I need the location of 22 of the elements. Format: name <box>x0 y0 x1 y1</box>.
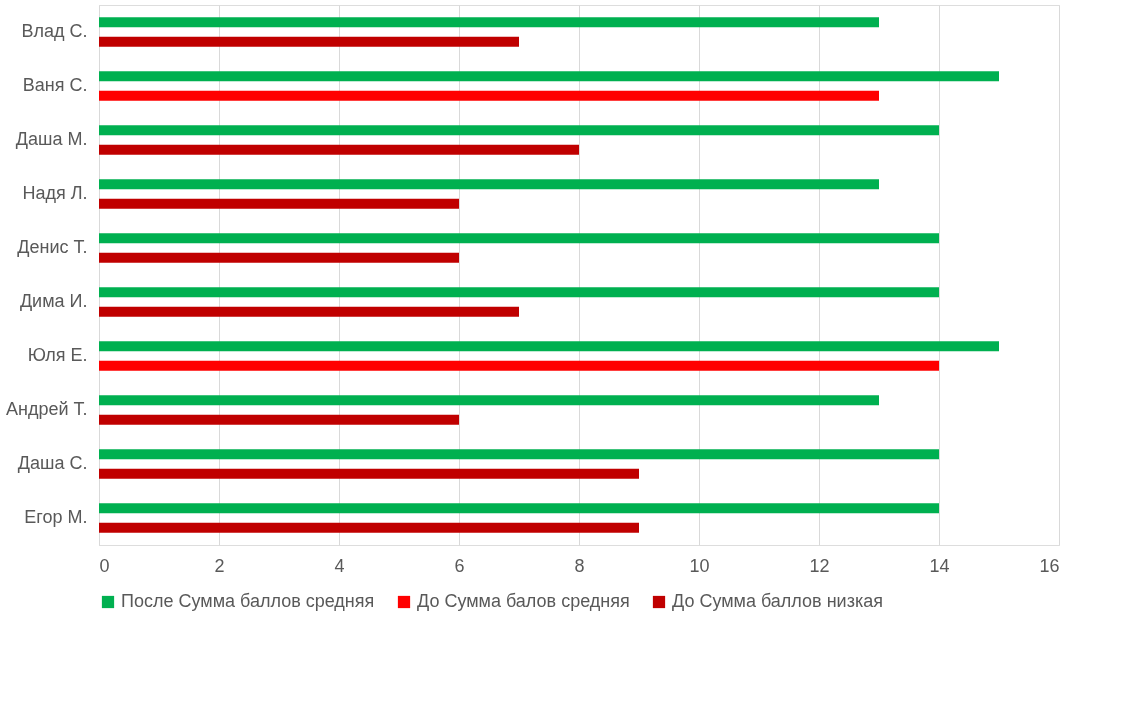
y-tick-label: Юля Е. <box>27 345 88 365</box>
y-tick-label: Андрей Т. <box>5 399 88 419</box>
x-tick-label: 8 <box>574 555 585 576</box>
x-tick-label: 10 <box>689 555 710 576</box>
x-tick-label: 16 <box>1039 555 1060 576</box>
y-tick-label: Дима И. <box>19 291 88 311</box>
legend-label: До Сумма балов средняя <box>417 591 630 611</box>
y-tick-label: Денис Т. <box>17 237 88 257</box>
legend-label: После Сумма баллов средняя <box>121 591 375 611</box>
legend-label: До Сумма баллов низкая <box>672 591 883 611</box>
x-tick-label: 2 <box>214 555 225 576</box>
x-tick-label: 4 <box>334 555 345 576</box>
y-tick-label: Даша С. <box>17 453 88 473</box>
x-tick-label: 12 <box>809 555 830 576</box>
x-tick-label: 0 <box>99 555 110 576</box>
y-tick-label: Егор М. <box>24 507 88 527</box>
y-tick-label: Надя Л. <box>22 183 88 203</box>
x-tick-label: 14 <box>929 555 950 576</box>
x-tick-label: 6 <box>454 555 465 576</box>
y-tick-label: Влад С. <box>21 21 88 41</box>
y-tick-label: Ваня С. <box>22 75 88 95</box>
y-tick-label: Даша М. <box>15 129 88 149</box>
